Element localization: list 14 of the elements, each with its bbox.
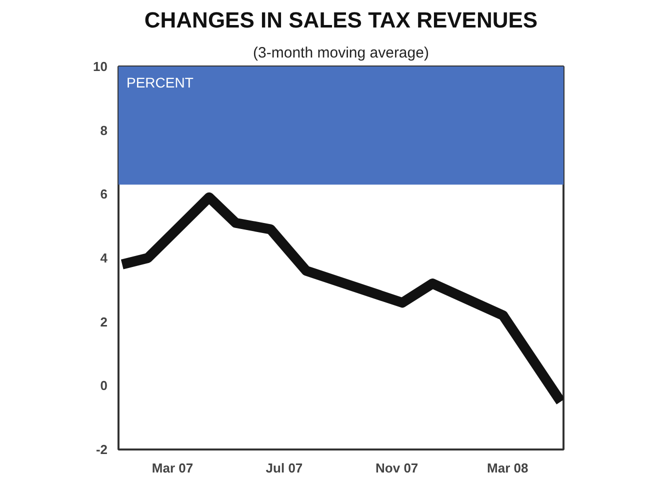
band-label: PERCENT [126,74,194,90]
x-tick-label: Mar 07 [152,460,194,476]
y-tick-label: 4 [100,250,108,266]
chart-subtitle: (3-month moving average) [253,44,429,62]
chart-title: CHANGES IN SALES TAX REVENUES [144,8,538,32]
x-tick-label: Nov 07 [376,460,418,476]
y-tick-label: 6 [100,186,108,202]
x-tick-label: Jul 07 [266,460,303,476]
y-tick-label: 0 [100,378,108,394]
x-tick-label: Mar 08 [487,460,528,476]
y-tick-label: 2 [100,314,108,330]
y-tick-label: 10 [93,59,108,74]
y-tick-label: -2 [96,442,108,457]
y-tick-label: 8 [100,122,108,138]
